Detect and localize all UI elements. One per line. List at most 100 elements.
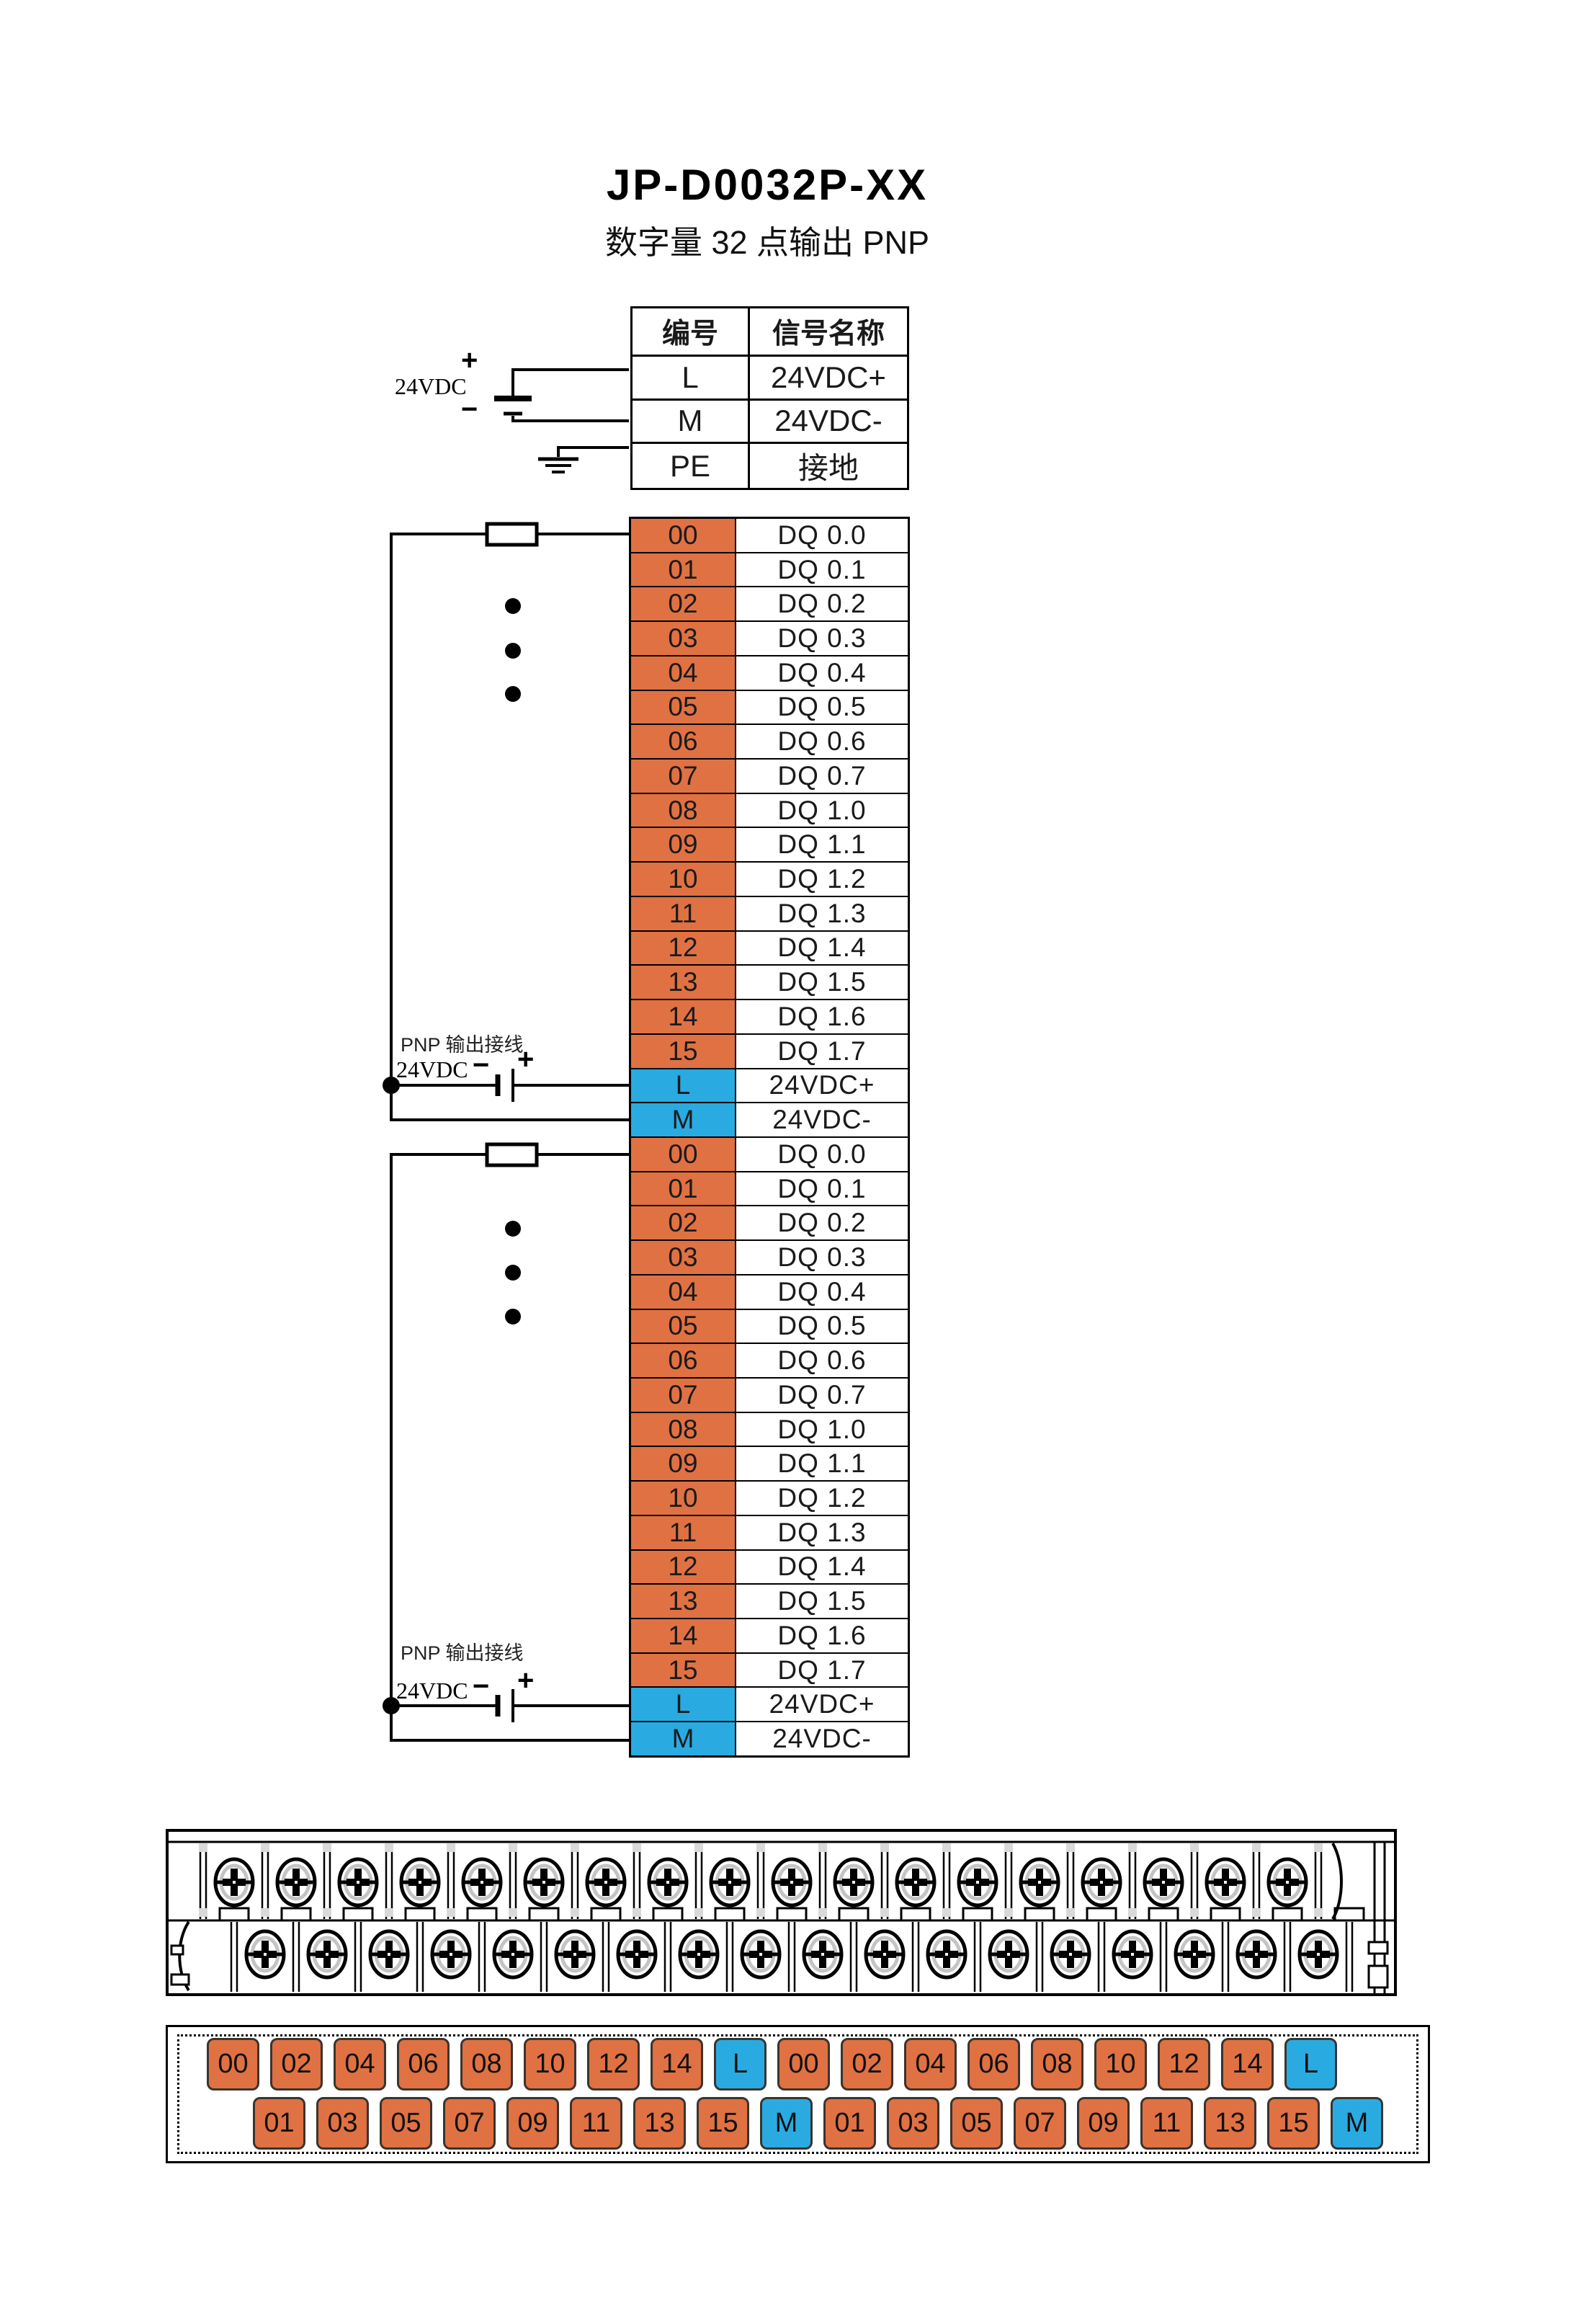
- signal-name: 24VDC-: [736, 1103, 908, 1136]
- strip-cell-07: 07: [1014, 2097, 1066, 2150]
- terminal-tab: [1086, 1907, 1117, 1922]
- terminal-block: [166, 1829, 1397, 1996]
- terminal-id: L: [633, 357, 750, 399]
- separator-mark: [1004, 1908, 1013, 1917]
- terminal-id: M: [631, 1103, 736, 1136]
- strip-cell-08: 08: [460, 2038, 513, 2091]
- io-table-row: 09 DQ 1.1: [631, 828, 908, 863]
- terminal-id: 13: [631, 1585, 736, 1618]
- io-table-row: 10 DQ 1.2: [631, 863, 908, 897]
- screw-cross: [1245, 1951, 1268, 1958]
- io-table-row: 13 DQ 1.5: [631, 966, 908, 1001]
- screw-cross-center: [295, 1881, 298, 1884]
- separator-mark: [261, 1843, 269, 1852]
- terminal-tab: [962, 1907, 993, 1922]
- signal-name: DQ 1.1: [736, 828, 908, 862]
- strip-cell-14: 14: [1221, 2038, 1274, 2091]
- screw-cross: [1059, 1951, 1082, 1958]
- screw-ring: [467, 1864, 497, 1901]
- screw-cross: [385, 1941, 393, 1968]
- strip-cell-00: 00: [777, 2038, 830, 2091]
- page-title: JP-D0032P-XX: [606, 161, 929, 209]
- signal-name: DQ 1.2: [736, 1482, 908, 1515]
- separator-mark: [1128, 1843, 1137, 1852]
- terminal-id: 01: [631, 1172, 736, 1206]
- strip-cell-10: 10: [524, 2038, 576, 2091]
- ellipsis-dot: [505, 598, 521, 614]
- io-table-row: 07 DQ 0.7: [631, 1378, 908, 1413]
- screw-cross: [656, 1879, 679, 1886]
- ellipsis-dot: [505, 1265, 521, 1281]
- block2-psu-plus-sign: +: [517, 1665, 535, 1696]
- terminal-id: 05: [631, 1309, 736, 1343]
- screw-head-icon: [585, 1857, 627, 1907]
- terminal-tab: [652, 1907, 684, 1922]
- screw-head-icon: [709, 1857, 751, 1907]
- screw-head-icon: [740, 1929, 782, 1980]
- io-table-row: L 24VDC+: [631, 1069, 908, 1104]
- screw-cross: [509, 1941, 517, 1968]
- block2-pnp-label: PNP 输出接线: [401, 1642, 524, 1664]
- screw-cross-center: [976, 1881, 979, 1884]
- screw-cross-center: [914, 1881, 917, 1884]
- io-table-row: 09 DQ 1.1: [631, 1447, 908, 1482]
- io-table-row: M 24VDC-: [631, 1722, 908, 1755]
- screw-ring: [931, 1936, 962, 1973]
- strip-cell-12: 12: [587, 2038, 640, 2091]
- screw-ring: [1024, 1864, 1055, 1901]
- terminal-tab: [280, 1907, 312, 1922]
- screw-cross: [285, 1879, 308, 1886]
- separator-mark: [633, 1843, 641, 1852]
- terminal-separator: [509, 1843, 517, 1919]
- signal-name: 24VDC+: [771, 360, 886, 394]
- screw-ring: [1210, 1864, 1241, 1901]
- terminal-id: 00: [631, 519, 736, 552]
- terminal-tab: [1024, 1907, 1055, 1922]
- screw-ring: [1272, 1864, 1302, 1901]
- io-table-row: 05 DQ 0.5: [631, 1309, 908, 1345]
- strip-cell-06: 06: [967, 2038, 1020, 2091]
- terminal-separator: [1159, 1922, 1168, 1992]
- screw-head-icon: [1112, 1929, 1153, 1980]
- terminal-separator: [354, 1922, 362, 1992]
- screw-cross-center: [1162, 1881, 1165, 1884]
- io-table-row: 06 DQ 0.6: [631, 1344, 908, 1379]
- separator-mark: [880, 1843, 889, 1852]
- screw-cross: [1284, 1869, 1291, 1896]
- screw-ring: [529, 1864, 559, 1901]
- terminal-id: 15: [631, 1653, 736, 1687]
- screw-cross: [563, 1951, 586, 1958]
- signal-name: DQ 0.6: [736, 725, 908, 759]
- load-resistor: [485, 1142, 539, 1167]
- screw-cross-center: [1224, 1881, 1227, 1884]
- ellipsis-dot: [505, 686, 521, 702]
- screw-cross-center: [481, 1881, 483, 1884]
- separator-mark: [385, 1843, 393, 1852]
- separator-mark: [1314, 1908, 1323, 1917]
- screw-head-icon: [678, 1929, 720, 1980]
- block1-psu-minus-sign: −: [473, 1049, 490, 1081]
- right-end-detail: [1367, 1941, 1389, 1955]
- screw-ring: [281, 1864, 311, 1901]
- terminal-tab: [1333, 1907, 1365, 1922]
- screw-cross-center: [945, 1953, 948, 1956]
- block2-psu-label: 24VDC: [396, 1678, 468, 1704]
- screw-cross: [718, 1879, 741, 1886]
- terminal-id: 08: [631, 1412, 736, 1446]
- terminal-separator: [292, 1922, 300, 1992]
- top-psu-circuit: [494, 368, 629, 473]
- screw-ring: [901, 1864, 931, 1901]
- signal-name: DQ 0.2: [736, 1206, 908, 1240]
- screw-cross-center: [233, 1881, 236, 1884]
- power-table-row: PE 接地: [633, 444, 907, 488]
- signal-name: DQ 0.0: [736, 519, 908, 552]
- screw-cross: [780, 1879, 803, 1886]
- screw-ring: [1148, 1864, 1179, 1901]
- separator-mark: [1252, 1843, 1261, 1852]
- separator-mark: [756, 1843, 765, 1852]
- screw-cross: [223, 1879, 246, 1886]
- terminal-separator: [323, 1843, 331, 1919]
- screw-head-icon: [802, 1929, 844, 1980]
- separator-mark: [1190, 1843, 1199, 1852]
- screw-cross: [316, 1951, 339, 1958]
